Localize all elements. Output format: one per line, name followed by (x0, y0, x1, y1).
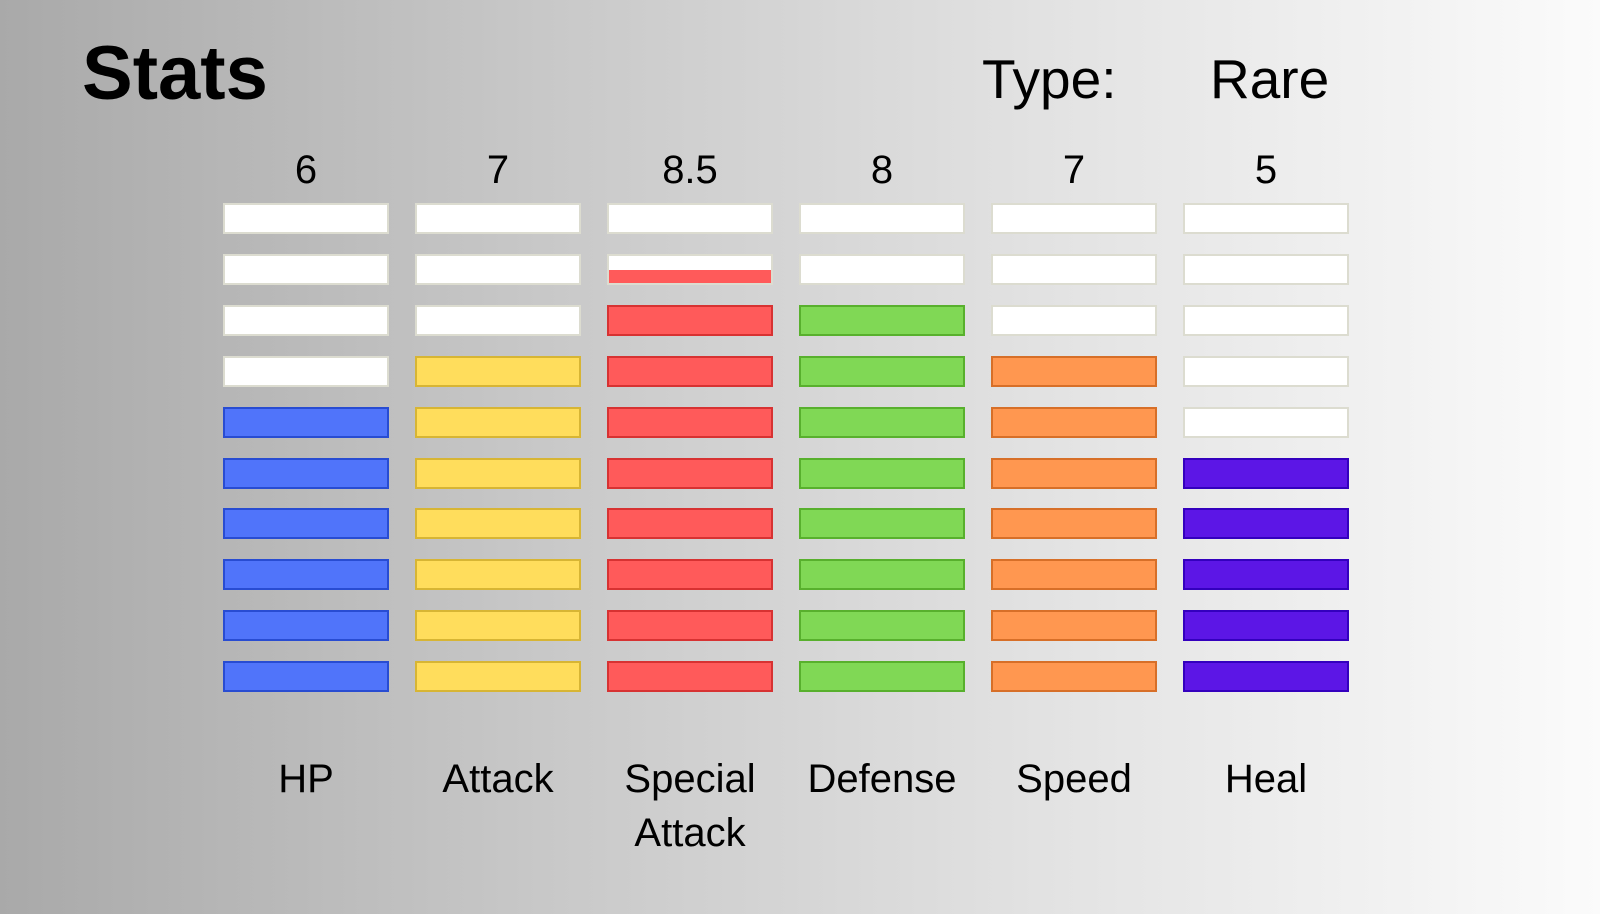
stat-segment (415, 559, 581, 590)
stat-segment (223, 610, 389, 641)
stat-segment (991, 661, 1157, 692)
stat-segment (799, 661, 965, 692)
stat-segment (1183, 203, 1349, 234)
stat-name: Special Attack (624, 757, 756, 855)
stat-value: 5 (1254, 148, 1278, 192)
stat-segment (799, 203, 965, 234)
stat-segment (223, 203, 389, 234)
stat-column-attack: 7 Attack (415, 0, 581, 914)
stat-segment (799, 305, 965, 336)
stat-segment (799, 458, 965, 489)
stat-column-heal: 5 Heal (1183, 0, 1349, 914)
stat-name: Defense (807, 757, 957, 801)
stat-segment (223, 458, 389, 489)
stat-segment (1183, 356, 1349, 387)
stat-segment (799, 254, 965, 285)
stat-segment-fill (609, 269, 771, 283)
stat-segment (415, 661, 581, 692)
stat-value: 8 (870, 148, 894, 192)
stat-segment (991, 508, 1157, 539)
stat-segment (607, 559, 773, 590)
stat-column-hp: 6 HP (223, 0, 389, 914)
stat-segment (991, 407, 1157, 438)
stat-segment (223, 305, 389, 336)
stat-segment (799, 356, 965, 387)
stat-column-defense: 8 Defense (799, 0, 965, 914)
stat-segment (223, 508, 389, 539)
stat-segment (607, 305, 773, 336)
stat-segment (415, 305, 581, 336)
type-value: Rare (1210, 48, 1330, 110)
stat-value: 6 (294, 148, 318, 192)
stat-segment (607, 458, 773, 489)
stat-segment (1183, 508, 1349, 539)
stat-name: Speed (1016, 757, 1132, 801)
stat-segment (415, 407, 581, 438)
stat-segment (1183, 254, 1349, 285)
stat-segment (991, 254, 1157, 285)
stat-segment (991, 458, 1157, 489)
stats-title: Stats (82, 31, 268, 116)
stat-segment (223, 661, 389, 692)
type-label: Type: (982, 48, 1117, 110)
stat-value: 8.5 (662, 148, 718, 192)
stat-segment (607, 407, 773, 438)
stat-segment (607, 356, 773, 387)
stat-column-special-attack: 8.5 Special Attack (607, 0, 773, 914)
stat-segment (223, 407, 389, 438)
stat-segment (799, 610, 965, 641)
stat-segment (1183, 661, 1349, 692)
stat-segment (415, 254, 581, 285)
stat-value: 7 (486, 148, 510, 192)
stat-name: Heal (1224, 757, 1308, 801)
stat-segment (991, 610, 1157, 641)
stat-column-speed: 7 Speed (991, 0, 1157, 914)
stat-segment (1183, 559, 1349, 590)
stat-segment (415, 610, 581, 641)
stat-segment (1183, 458, 1349, 489)
stat-segment (607, 254, 773, 285)
stat-segment (799, 559, 965, 590)
stat-segment (415, 203, 581, 234)
stat-segment (799, 508, 965, 539)
stat-segment (223, 254, 389, 285)
stat-segment (1183, 610, 1349, 641)
stat-value: 7 (1062, 148, 1086, 192)
stat-segment (991, 559, 1157, 590)
stat-segment (991, 305, 1157, 336)
stat-segment (607, 610, 773, 641)
stat-segment (223, 559, 389, 590)
stat-name: HP (278, 757, 334, 801)
stat-segment (991, 203, 1157, 234)
stat-segment (607, 508, 773, 539)
stat-segment (607, 203, 773, 234)
stat-segment (799, 407, 965, 438)
stat-segment (415, 458, 581, 489)
stat-segment (415, 508, 581, 539)
stat-segment (991, 356, 1157, 387)
stat-segment (223, 356, 389, 387)
stat-segment (1183, 305, 1349, 336)
stat-segment (1183, 407, 1349, 438)
stat-name: Attack (442, 757, 554, 801)
stat-segment (415, 356, 581, 387)
stat-segment (607, 661, 773, 692)
